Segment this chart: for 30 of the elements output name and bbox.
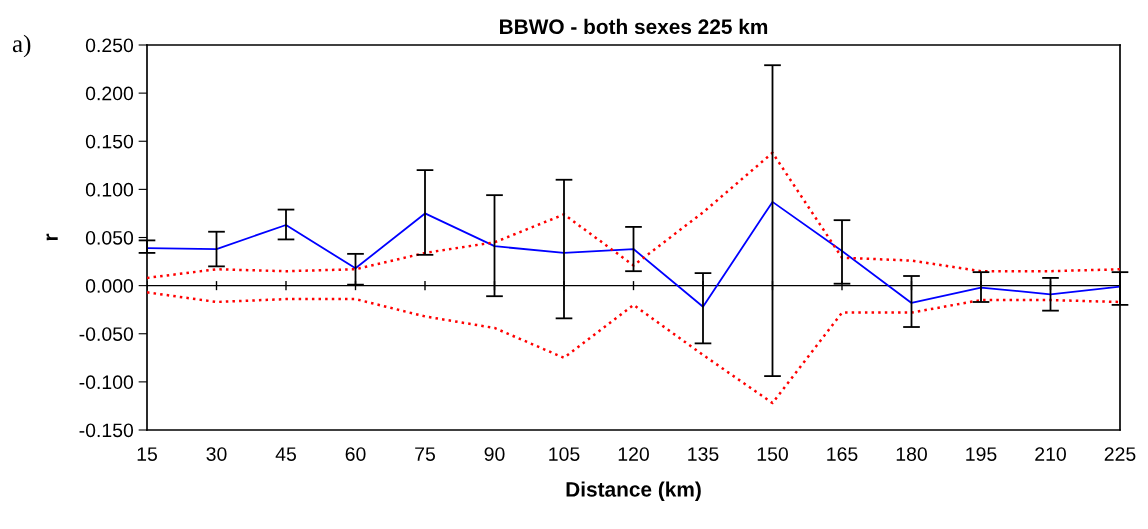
x-tick-label: 15 <box>137 447 157 461</box>
text: a) <box>12 34 31 58</box>
y-tick-label: 0.100 <box>85 182 134 197</box>
x-tick-label: 135 <box>688 447 719 461</box>
x-tick-label: 105 <box>549 447 580 461</box>
line-series <box>147 291 1120 405</box>
x-tick-label: 150 <box>757 447 788 461</box>
x-tick-label: 30 <box>206 447 227 461</box>
line-series <box>147 151 1120 280</box>
y-tick-label: -0.150 <box>79 423 134 438</box>
y-tick-label: 0.050 <box>85 230 134 245</box>
chart-title: BBWO - both sexes 225 km <box>500 18 768 35</box>
x-tick-label: 165 <box>827 447 858 461</box>
y-tick-label: 0.250 <box>85 38 134 53</box>
y-axis-title: r <box>46 233 58 241</box>
x-tick-label: 225 <box>1104 447 1136 461</box>
y-tick-label: 0.150 <box>85 134 134 149</box>
x-tick-label: 75 <box>415 447 435 461</box>
x-tick-label: 210 <box>1035 447 1066 461</box>
x-tick-label: 90 <box>484 447 505 461</box>
y-tick-label: -0.100 <box>79 375 134 390</box>
x-tick-label: 180 <box>896 447 927 461</box>
x-tick-label: 45 <box>275 447 296 461</box>
x-tick-label: 120 <box>618 447 649 461</box>
x-tick-label: 195 <box>966 447 997 461</box>
y-tick-label: 0.200 <box>85 86 134 101</box>
y-tick-label: 0.000 <box>85 279 134 293</box>
x-axis-title: Distance (km) <box>566 481 701 501</box>
y-tick-label: -0.050 <box>79 327 134 341</box>
x-tick-label: 60 <box>345 447 366 461</box>
